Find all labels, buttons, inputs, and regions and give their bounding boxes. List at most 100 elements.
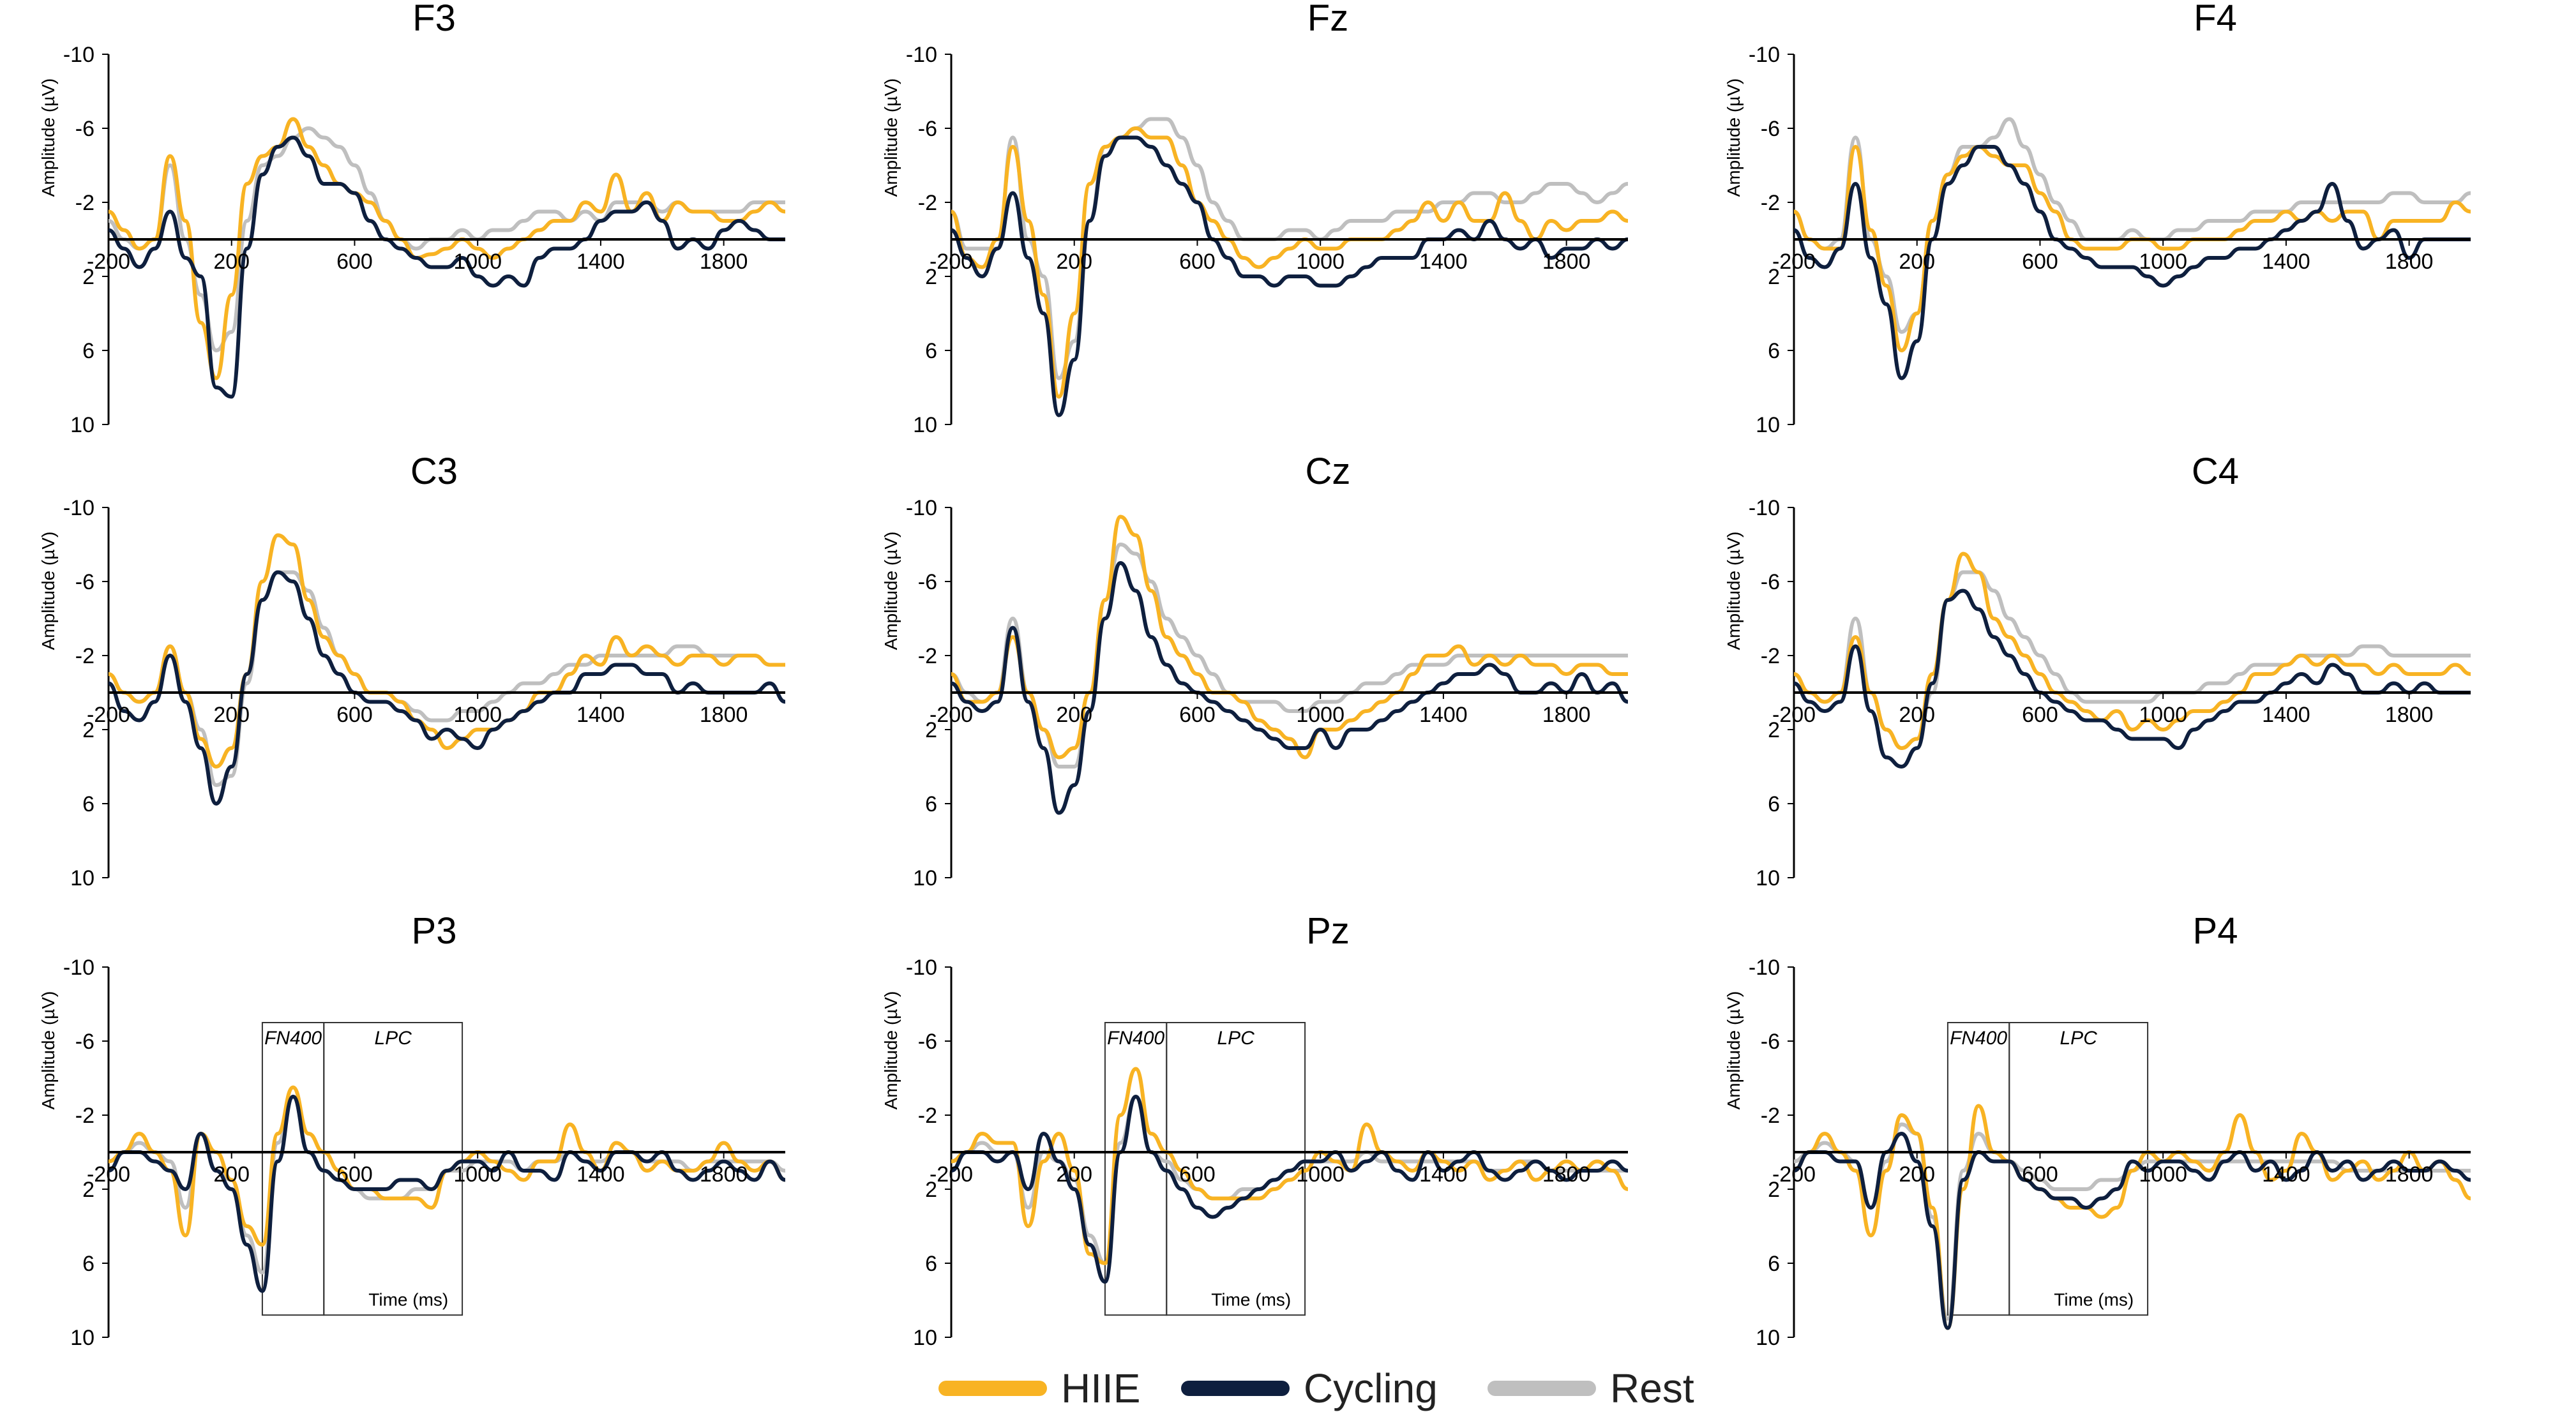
series-line-hiie-p4 [1793, 1104, 2471, 1330]
y-tick-label-f3: -6 [75, 117, 94, 141]
y-tick-label-p4: 10 [1756, 1326, 1780, 1350]
y-tick-label-f4: -10 [1749, 43, 1780, 67]
y-tick-label-p3: 2 [82, 1178, 94, 1202]
x-tick-label-f3: 1000 [453, 250, 502, 274]
x-tick-label-cz: 1000 [1296, 703, 1344, 727]
x-tick-label-f4: 1000 [2139, 250, 2187, 274]
legend: HIIE Cycling Rest [938, 1360, 1768, 1417]
series-line-cycling-p4 [1793, 1132, 2471, 1330]
y-axis-label-c3: Amplitude (µV) [38, 532, 58, 650]
panel-title-c4: C4 [2192, 451, 2239, 492]
series-line-cycling-f4 [1793, 145, 2471, 380]
x-tick-label-p3: 1400 [576, 1162, 625, 1187]
x-tick-label-p4: 1400 [2262, 1162, 2310, 1187]
x-tick-label-f4: 1800 [2385, 250, 2434, 274]
y-tick-label-p3: -10 [63, 956, 94, 980]
y-tick-label-p4: -6 [1761, 1030, 1780, 1054]
y-tick-label-cz: 10 [913, 866, 937, 890]
x-axis-label-p3: Time (ms) [368, 1290, 448, 1310]
y-tick-label-p3: -2 [75, 1104, 94, 1128]
series-line-rest-cz [951, 543, 1628, 769]
series-line-hiie-cz [950, 514, 1628, 760]
legend-swatch-cycling [1181, 1381, 1290, 1396]
panel-title-p3: P3 [412, 910, 457, 952]
y-axis-label-p3: Amplitude (µV) [38, 991, 58, 1110]
y-tick-label-c4: 2 [1768, 718, 1780, 742]
series-line-hiie-c4 [1793, 552, 2471, 750]
x-tick-label-c3: 1800 [700, 703, 748, 727]
x-tick-label-p4: 1000 [2139, 1162, 2187, 1187]
x-tick-label-f3: 600 [336, 250, 373, 274]
y-axis-label-f4: Amplitude (µV) [1724, 79, 1744, 197]
panel-title-c3: C3 [411, 451, 458, 492]
y-tick-label-f3: 6 [82, 339, 94, 363]
y-tick-label-fz: 6 [925, 339, 937, 363]
y-tick-label-f4: 2 [1768, 265, 1780, 289]
y-tick-label-cz: -2 [918, 644, 937, 668]
x-tick-label-f3: -200 [87, 250, 130, 274]
panel-title-pz: Pz [1306, 910, 1350, 952]
y-tick-label-c3: -6 [75, 570, 94, 594]
series-line-cycling-cz [951, 561, 1629, 815]
series-line-hiie-f4 [1793, 145, 2471, 352]
panel-p3: P3 -10 -6 -2 2 6 10 Amplitude (µV) FN400 LPC Time … [38, 910, 786, 1350]
series-line-hiie-c3 [108, 533, 785, 769]
window-label-fn400-p3: FN400 [264, 1028, 322, 1049]
x-tick-label-pz: 1000 [1296, 1162, 1344, 1187]
y-tick-label-fz: -6 [918, 117, 937, 141]
y-tick-label-fz: -10 [906, 43, 937, 67]
y-tick-label-c3: 2 [82, 718, 94, 742]
series-line-cycling-f3 [108, 135, 785, 399]
legend-label-hiie: HIIE [1061, 1365, 1141, 1411]
y-tick-label-cz: 6 [925, 792, 937, 816]
legend-swatch-rest [1488, 1381, 1596, 1396]
window-label-lpc-p4: LPC [2060, 1028, 2098, 1049]
series-line-cycling-fz [950, 135, 1629, 417]
window-fn400-p4 [1947, 1022, 2010, 1316]
panel-title-f4: F4 [2194, 0, 2237, 39]
y-tick-label-f3: 2 [82, 265, 94, 289]
y-tick-label-cz: 2 [925, 718, 937, 742]
y-tick-label-pz: 6 [925, 1252, 937, 1276]
y-axis-label-cz: Amplitude (µV) [881, 532, 901, 650]
y-tick-label-pz: -2 [918, 1104, 937, 1128]
window-label-lpc-pz: LPC [1217, 1028, 1255, 1049]
x-tick-label-p4: -200 [1772, 1162, 1816, 1187]
x-tick-label-cz: 200 [1056, 703, 1092, 727]
y-tick-label-f3: 10 [70, 413, 94, 437]
x-tick-label-c4: 1800 [2385, 703, 2434, 727]
y-tick-label-f4: 6 [1768, 339, 1780, 363]
legend-label-rest: Rest [1610, 1365, 1694, 1411]
x-tick-label-c3: 600 [336, 703, 373, 727]
x-tick-label-p3: -200 [87, 1162, 130, 1187]
panel-fz: Fz -10 -6 -2 2 6 10 Amplitude (µV) -200 200 600 100… [881, 0, 1629, 437]
y-tick-label-cz: -10 [906, 496, 937, 520]
y-tick-label-f4: 10 [1756, 413, 1780, 437]
y-tick-label-f4: -2 [1761, 191, 1780, 215]
x-tick-label-c3: 200 [213, 703, 250, 727]
y-tick-label-f4: -6 [1761, 117, 1780, 141]
x-tick-label-f4: 200 [1899, 250, 1935, 274]
window-label-fn400-p4: FN400 [1950, 1028, 2007, 1049]
series-line-rest-p3 [108, 1095, 786, 1275]
x-tick-label-fz: -200 [930, 250, 973, 274]
x-tick-label-pz: 600 [1179, 1162, 1216, 1187]
y-axis-label-f3: Amplitude (µV) [38, 79, 58, 197]
y-tick-label-p4: -2 [1761, 1104, 1780, 1128]
x-tick-label-p3: 600 [336, 1162, 373, 1187]
panel-c4: C4 -10 -6 -2 2 6 10 Amplitude (µV) -200 200 600 100… [1724, 451, 2471, 890]
y-tick-label-c4: 10 [1756, 866, 1780, 890]
panel-title-cz: Cz [1306, 451, 1351, 492]
x-tick-label-c3: 1000 [453, 703, 502, 727]
y-tick-label-c4: -6 [1761, 570, 1780, 594]
x-tick-label-c4: 200 [1899, 703, 1935, 727]
y-axis-label-fz: Amplitude (µV) [881, 79, 901, 197]
x-tick-label-f4: 600 [2022, 250, 2058, 274]
y-tick-label-pz: 2 [925, 1178, 937, 1202]
y-tick-label-p3: 6 [82, 1252, 94, 1276]
legend-item-rest: Rest [1488, 1360, 1694, 1417]
y-axis-label-pz: Amplitude (µV) [881, 991, 901, 1110]
x-tick-label-fz: 1800 [1542, 250, 1591, 274]
y-tick-label-fz: 10 [913, 413, 937, 437]
